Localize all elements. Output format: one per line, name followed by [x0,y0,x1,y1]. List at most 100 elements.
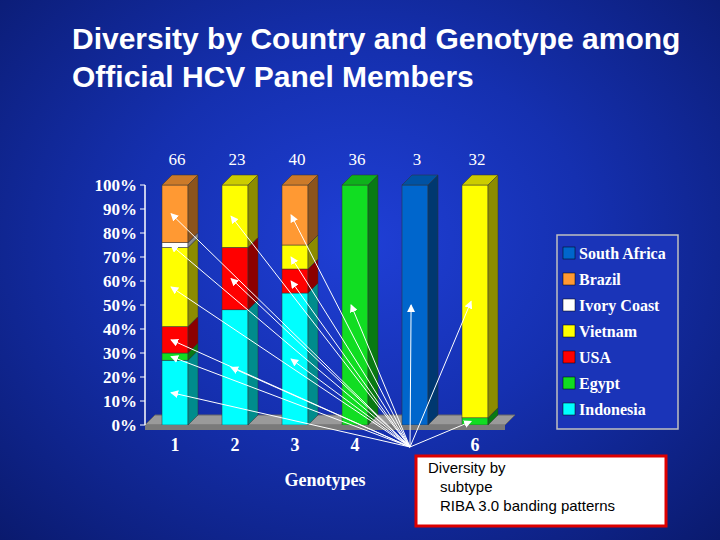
annotation-text: RIBA 3.0 banding patterns [440,497,615,514]
y-tick-label: 60% [103,272,137,291]
y-tick [140,185,145,186]
bar-segment [342,185,368,186]
x-tick-label: 4 [351,435,360,455]
y-tick [140,401,145,402]
bar-segment [162,243,188,248]
y-tick-label: 70% [103,248,137,267]
bar-segment [162,353,188,360]
bar-segment [282,185,308,186]
legend-swatch [563,247,575,259]
y-tick [140,209,145,210]
annotation-arrow [291,281,410,447]
total-label: 66 [169,150,186,169]
y-tick-label: 30% [103,344,137,363]
bar-side [188,175,198,243]
bar-segment [342,185,368,186]
bar-segment [342,185,368,186]
annotation-text: subtype [440,478,493,495]
y-tick-label: 80% [103,224,137,243]
y-tick [140,281,145,282]
annotation-arrow [171,340,410,447]
bar-top [462,175,498,185]
legend-swatch [563,273,575,285]
legend-label: Ivory Coast [579,297,660,315]
bar-segment [222,185,248,186]
bar-segment [342,185,368,186]
bar-segment [342,185,368,186]
y-tick [140,257,145,258]
y-tick [140,425,145,426]
bar-top [402,175,438,185]
bar-segment [222,185,248,186]
slide: {"chart_data": {"type": "bar", "stacked"… [0,0,720,540]
total-label: 32 [469,150,486,169]
bar-segment [222,247,248,309]
bar-segment [222,185,248,186]
bar-top [282,175,318,185]
x-tick-label: 2 [231,435,240,455]
bar-segment [282,185,308,245]
y-tick-label: 100% [95,176,138,195]
bar-side [188,237,198,326]
bar-side [428,175,438,425]
annotation-arrow [410,301,471,447]
bar-top [162,175,198,185]
bar-segment [162,185,188,186]
bar-segment [162,247,188,326]
bar-segment [462,185,488,186]
legend: South Africa Brazil Ivory Coast Vietnam USA E… [557,235,678,429]
bar-segment [342,185,368,425]
bar-segment [162,185,188,243]
y-tick-label: 20% [103,368,137,387]
y-tick [140,305,145,306]
legend-label: USA [579,349,611,366]
bar-top [342,175,378,185]
x-tick-label: 6 [471,435,480,455]
legend-label: Indonesia [579,401,646,418]
bar-side [308,175,318,245]
legend-swatch [563,299,575,311]
total-label: 23 [229,150,246,169]
y-tick-label: 40% [103,320,137,339]
bar-side [488,175,498,418]
chart: 0%10%20%30%40%50%60%70%80%90%100%6623403… [0,0,720,540]
y-tick-label: 90% [103,200,137,219]
bar-segment [462,185,488,418]
annotation-arrow [231,367,410,447]
bar-segment [222,310,248,425]
annotation-arrow [410,305,411,447]
bar-segment [402,185,428,425]
y-tick-label: 10% [103,392,137,411]
legend-label: South Africa [579,245,666,262]
total-label: 36 [349,150,366,169]
title: Diversity by Country and Genotype among … [72,20,692,96]
legend-swatch [563,403,575,415]
legend-swatch [563,325,575,337]
legend-label: Brazil [579,271,621,288]
annotation-arrow [231,216,410,447]
annotation-arrow [171,214,410,447]
bar-side [248,300,258,425]
annotation-box [416,456,666,526]
x-tick-label: 1 [171,435,180,455]
annotation-arrow [291,257,410,447]
annotation-arrows [171,214,471,447]
total-label: 40 [289,150,306,169]
bar-segment [282,293,308,425]
bar-side [188,350,198,425]
bar-segment [462,185,488,186]
legend-swatch [563,351,575,363]
total-label: 3 [413,150,422,169]
legend-label: Vietnam [579,323,638,340]
annotation-arrow [351,305,410,447]
x-tick-label: 3 [291,435,300,455]
x-axis-title: Genotypes [285,470,366,490]
y-tick [140,353,145,354]
y-tick-label: 0% [112,416,138,435]
y-tick [140,233,145,234]
bar-segment [462,185,488,186]
legend-label: Egypt [579,375,621,393]
y-tick-label: 50% [103,296,137,315]
bar-side [248,175,258,247]
annotation-arrow [171,357,410,447]
